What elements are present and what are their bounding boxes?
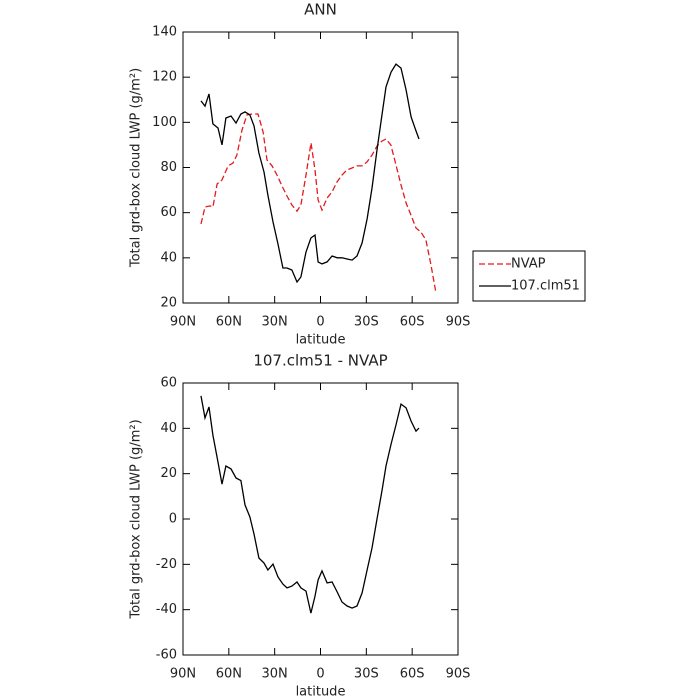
chart-title: ANN: [304, 1, 337, 19]
y-tick-label: 20: [160, 466, 177, 481]
x-tick-label: 90N: [170, 315, 196, 330]
y-tick-label: 100: [152, 115, 177, 130]
x-tick-label: 60S: [400, 315, 425, 330]
y-tick-label: 20: [160, 296, 177, 311]
y-tick-label: 60: [160, 205, 177, 220]
y-tick-label: 40: [160, 421, 177, 436]
y-tick-label: 60: [160, 376, 177, 391]
x-tick-label: 60N: [216, 315, 242, 330]
x-tick-label: 30S: [354, 315, 379, 330]
legend-label: 107.clm51: [511, 279, 580, 294]
y-tick-label: -60: [156, 648, 177, 663]
data-line: [200, 63, 420, 284]
legend-box: [472, 250, 586, 302]
x-tick-label: 0: [316, 667, 324, 682]
y-tick-label: 140: [152, 25, 177, 40]
data-line: [200, 395, 420, 614]
x-tick-label: 90S: [446, 667, 471, 682]
y-tick-label: 40: [160, 250, 177, 265]
x-tick-label: 30N: [262, 667, 288, 682]
x-tick-label: 60S: [400, 667, 425, 682]
plot-frame: [182, 382, 459, 656]
y-tick-label: -40: [156, 602, 177, 617]
x-tick-label: 60N: [216, 667, 242, 682]
data-line: [200, 113, 437, 294]
y-tick-label: 80: [160, 160, 177, 175]
chart-title: 107.clm51 - NVAP: [253, 352, 387, 370]
y-tick-label: 120: [152, 70, 177, 85]
x-axis-label: latitude: [296, 333, 346, 348]
y-tick-label: 0: [169, 512, 177, 527]
x-tick-label: 90N: [170, 667, 196, 682]
y-axis-label: Total grd-box cloud LWP (g/m²): [129, 68, 144, 268]
y-tick-label: -20: [156, 557, 177, 572]
x-axis-label: latitude: [296, 685, 346, 700]
y-axis-label: Total grd-box cloud LWP (g/m²): [129, 419, 144, 619]
x-tick-label: 90S: [446, 315, 471, 330]
plot-frame: [182, 31, 459, 304]
legend-label: NVAP: [511, 257, 546, 272]
x-tick-label: 30N: [262, 315, 288, 330]
x-tick-label: 30S: [354, 667, 379, 682]
x-tick-label: 0: [316, 315, 324, 330]
